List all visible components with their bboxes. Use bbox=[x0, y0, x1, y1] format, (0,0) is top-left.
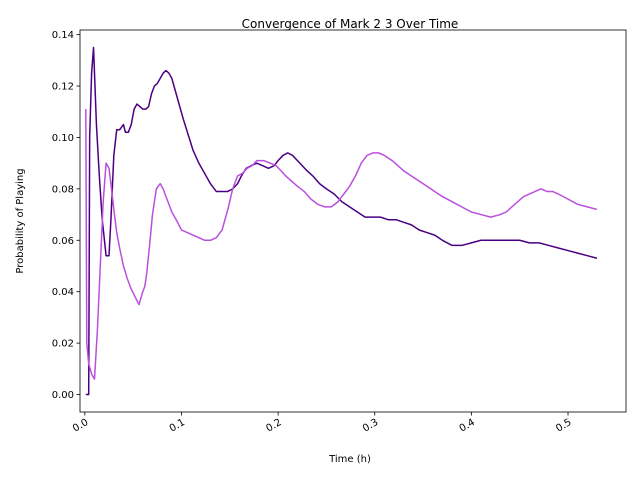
y-tick-label: 0.04 bbox=[52, 287, 74, 298]
x-axis-label: Time (h) bbox=[328, 454, 371, 465]
series-line-1 bbox=[85, 46, 598, 396]
y-axis: 0.00 0.02 0.04 0.06 0.08 0.10 0.12 0.14 bbox=[52, 30, 80, 401]
plot-lines bbox=[85, 46, 598, 396]
y-tick-label: 0.14 bbox=[52, 30, 74, 41]
y-tick-label: 0.12 bbox=[52, 82, 74, 93]
chart-title: Convergence of Mark 2 3 Over Time bbox=[242, 17, 459, 31]
y-tick-label: 0.00 bbox=[52, 390, 74, 401]
plot-frame bbox=[79, 29, 627, 413]
y-axis-label: Probability of Playing bbox=[15, 168, 26, 273]
series-line-2 bbox=[85, 109, 598, 380]
y-tick-label: 0.08 bbox=[52, 184, 74, 195]
y-tick-label: 0.06 bbox=[52, 236, 74, 247]
y-tick-label: 0.10 bbox=[52, 133, 74, 144]
y-tick-label: 0.02 bbox=[52, 339, 74, 350]
